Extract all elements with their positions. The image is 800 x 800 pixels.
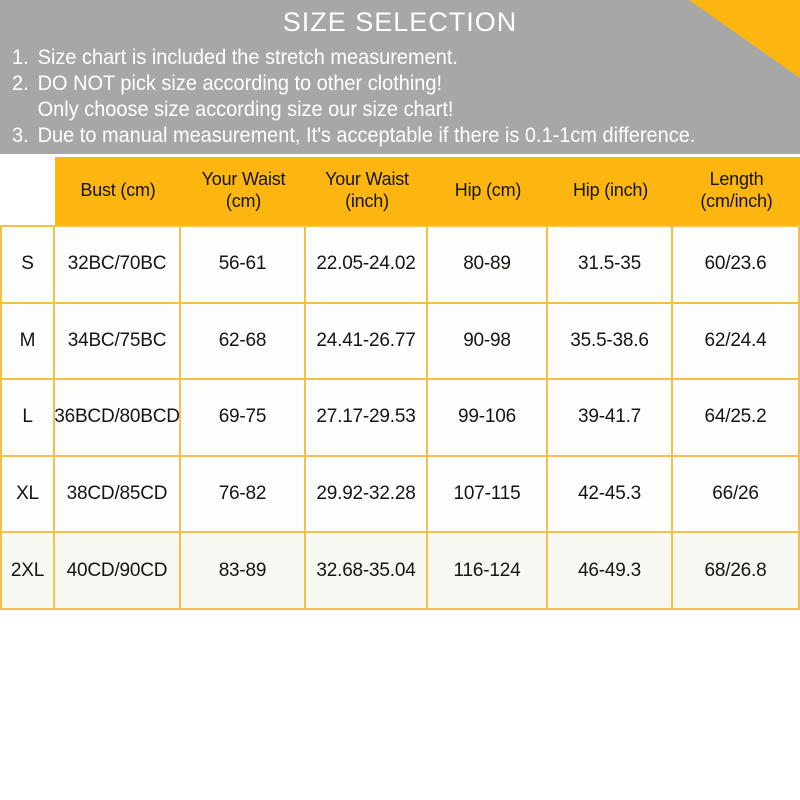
note-text: Only choose size according size our size… (37, 98, 454, 121)
note-number: 3. (12, 124, 29, 147)
size-label-cell: 2XL (2, 533, 53, 608)
hip-inch-cell: 39-41.7 (548, 380, 671, 455)
hip-cm-cell: 107-115 (428, 456, 546, 532)
bust-cell: 40CD/90CD (55, 533, 179, 608)
waist-inch-cell: 32.68-35.04 (306, 533, 426, 608)
size-label-cell: S (2, 227, 53, 302)
note-2-continued: Only choose size according size our size… (12, 97, 695, 123)
page-title: SIZE SELECTION (282, 7, 518, 37)
length-cell: 66/26 (673, 456, 798, 532)
hip-inch-cell: 31.5-35 (548, 227, 671, 302)
header-cell-bust: Bust (cm) (55, 157, 181, 225)
hip-cm-cell: 90-98 (428, 303, 546, 379)
notes-list: 1. Size chart is included the stretch me… (12, 45, 695, 149)
waist-cm-cell: 83-89 (181, 533, 304, 608)
size-label-cell: M (2, 303, 53, 379)
length-cell: 62/24.4 (673, 303, 798, 379)
waist-inch-cell: 22.05-24.02 (306, 227, 426, 302)
length-cell: 68/26.8 (673, 533, 798, 608)
size-label-cell: XL (2, 456, 53, 532)
note-number: 2. (12, 72, 29, 95)
waist-cm-cell: 56-61 (181, 227, 304, 302)
waist-inch-cell: 27.17-29.53 (306, 380, 426, 455)
note-text: DO NOT pick size according to other clot… (37, 72, 443, 95)
note-number: 1. (12, 46, 29, 69)
hip-inch-cell: 46-49.3 (548, 533, 671, 608)
model-information-section: Model Information Height: 177cm. Bust 86… (0, 610, 800, 800)
size-label-cell: L (2, 380, 53, 455)
hip-cm-cell: 99-106 (428, 380, 546, 455)
bust-cell: 36BCD/80BCD (54, 380, 180, 455)
waist-inch-cell: 24.41-26.77 (306, 303, 426, 379)
header-cell-hip-inch: Hip (inch) (548, 157, 673, 225)
hip-cm-cell: 80-89 (428, 227, 546, 302)
header-cell-waist-cm: Your Waist (cm) (181, 157, 306, 225)
header-cell-size (0, 157, 55, 225)
note-number-spacer (12, 97, 38, 123)
header-cell-hip-cm: Hip (cm) (428, 157, 548, 225)
hip-inch-cell: 35.5-38.6 (548, 303, 671, 379)
size-chart-table: Bust (cm) Your Waist (cm) Your Waist (in… (0, 157, 800, 610)
size-chart-header-row: Bust (cm) Your Waist (cm) Your Waist (in… (0, 157, 800, 225)
length-cell: 60/23.6 (673, 227, 798, 302)
note-text: Size chart is included the stretch measu… (37, 46, 458, 69)
header-cell-length: Length (cm/inch) (673, 157, 800, 225)
bust-cell: 32BC/70BC (55, 227, 179, 302)
top-banner: SIZE SELECTION 1. Size chart is included… (0, 0, 800, 154)
bust-cell: 34BC/75BC (55, 303, 179, 379)
note-2: 2. DO NOT pick size according to other c… (12, 71, 695, 97)
note-3: 3. Due to manual measurement, It's accep… (12, 123, 695, 149)
waist-cm-cell: 69-75 (181, 380, 304, 455)
note-1: 1. Size chart is included the stretch me… (12, 45, 695, 71)
waist-inch-cell: 29.92-32.28 (306, 456, 426, 532)
length-cell: 64/25.2 (673, 380, 798, 455)
waist-cm-cell: 62-68 (181, 303, 304, 379)
waist-cm-cell: 76-82 (181, 456, 304, 532)
note-text: Due to manual measurement, It's acceptab… (37, 124, 696, 147)
header-cell-waist-inch: Your Waist (inch) (306, 157, 428, 225)
hip-cm-cell: 116-124 (428, 533, 546, 608)
bust-cell: 38CD/85CD (55, 456, 179, 532)
hip-inch-cell: 42-45.3 (548, 456, 671, 532)
size-chart-body: S 32BC/70BC 56-61 22.05-24.02 80-89 31.5… (0, 225, 800, 610)
